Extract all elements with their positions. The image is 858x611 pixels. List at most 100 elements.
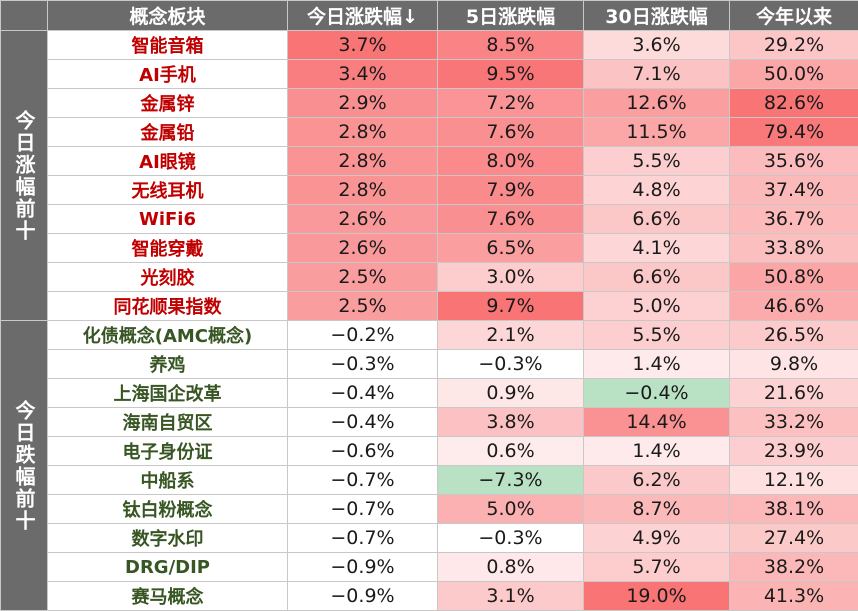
cell-sector-name[interactable]: 上海国企改革: [48, 379, 288, 408]
cell-5d-change[interactable]: 9.7%: [438, 292, 584, 321]
cell-ytd-change[interactable]: 33.2%: [730, 408, 858, 437]
cell-ytd-change[interactable]: 35.6%: [730, 147, 858, 176]
cell-5d-change[interactable]: 2.1%: [438, 321, 584, 350]
cell-ytd-change[interactable]: 79.4%: [730, 118, 858, 147]
cell-sector-name[interactable]: AI手机: [48, 60, 288, 89]
cell-30d-change[interactable]: 8.7%: [584, 495, 730, 524]
cell-5d-change[interactable]: 5.0%: [438, 495, 584, 524]
cell-ytd-change[interactable]: 38.2%: [730, 553, 858, 582]
cell-ytd-change[interactable]: 46.6%: [730, 292, 858, 321]
cell-ytd-change[interactable]: 37.4%: [730, 176, 858, 205]
cell-ytd-change[interactable]: 33.8%: [730, 234, 858, 263]
cell-today-change[interactable]: 2.6%: [288, 205, 438, 234]
cell-today-change[interactable]: 2.6%: [288, 234, 438, 263]
cell-ytd-change[interactable]: 50.0%: [730, 60, 858, 89]
cell-30d-change[interactable]: 6.2%: [584, 466, 730, 495]
cell-sector-name[interactable]: 无线耳机: [48, 176, 288, 205]
header-30d-change[interactable]: 30日涨跌幅: [584, 1, 730, 31]
cell-today-change[interactable]: 2.8%: [288, 176, 438, 205]
cell-5d-change[interactable]: 7.6%: [438, 205, 584, 234]
header-5d-change[interactable]: 5日涨跌幅: [438, 1, 584, 31]
cell-today-change[interactable]: −0.2%: [288, 321, 438, 350]
cell-today-change[interactable]: −0.7%: [288, 524, 438, 553]
cell-5d-change[interactable]: 0.8%: [438, 553, 584, 582]
cell-today-change[interactable]: −0.7%: [288, 495, 438, 524]
cell-today-change[interactable]: −0.4%: [288, 408, 438, 437]
cell-sector-name[interactable]: 金属铅: [48, 118, 288, 147]
cell-5d-change[interactable]: 7.9%: [438, 176, 584, 205]
cell-sector-name[interactable]: DRG/DIP: [48, 553, 288, 582]
cell-today-change[interactable]: 2.5%: [288, 263, 438, 292]
cell-5d-change[interactable]: 8.5%: [438, 31, 584, 60]
cell-5d-change[interactable]: 8.0%: [438, 147, 584, 176]
cell-sector-name[interactable]: 赛马概念: [48, 582, 288, 611]
cell-sector-name[interactable]: 同花顺果指数: [48, 292, 288, 321]
header-today-change[interactable]: 今日涨跌幅↓: [288, 1, 438, 31]
cell-30d-change[interactable]: 6.6%: [584, 205, 730, 234]
cell-30d-change[interactable]: 6.6%: [584, 263, 730, 292]
cell-5d-change[interactable]: −0.3%: [438, 524, 584, 553]
cell-ytd-change[interactable]: 29.2%: [730, 31, 858, 60]
cell-ytd-change[interactable]: 21.6%: [730, 379, 858, 408]
cell-ytd-change[interactable]: 23.9%: [730, 437, 858, 466]
cell-30d-change[interactable]: 4.8%: [584, 176, 730, 205]
cell-ytd-change[interactable]: 9.8%: [730, 350, 858, 379]
cell-5d-change[interactable]: 6.5%: [438, 234, 584, 263]
cell-30d-change[interactable]: 11.5%: [584, 118, 730, 147]
cell-sector-name[interactable]: 化债概念(AMC概念): [48, 321, 288, 350]
cell-ytd-change[interactable]: 26.5%: [730, 321, 858, 350]
header-sector[interactable]: 概念板块: [48, 1, 288, 31]
cell-ytd-change[interactable]: 38.1%: [730, 495, 858, 524]
cell-ytd-change[interactable]: 50.8%: [730, 263, 858, 292]
cell-30d-change[interactable]: 5.7%: [584, 553, 730, 582]
cell-30d-change[interactable]: 1.4%: [584, 437, 730, 466]
cell-30d-change[interactable]: 14.4%: [584, 408, 730, 437]
cell-sector-name[interactable]: 智能穿戴: [48, 234, 288, 263]
cell-ytd-change[interactable]: 82.6%: [730, 89, 858, 118]
cell-30d-change[interactable]: −0.4%: [584, 379, 730, 408]
cell-today-change[interactable]: −0.7%: [288, 466, 438, 495]
cell-5d-change[interactable]: −0.3%: [438, 350, 584, 379]
header-ytd-change[interactable]: 今年以来: [730, 1, 858, 31]
cell-30d-change[interactable]: 5.5%: [584, 147, 730, 176]
cell-ytd-change[interactable]: 27.4%: [730, 524, 858, 553]
cell-today-change[interactable]: 2.5%: [288, 292, 438, 321]
cell-sector-name[interactable]: 养鸡: [48, 350, 288, 379]
cell-30d-change[interactable]: 7.1%: [584, 60, 730, 89]
cell-sector-name[interactable]: AI眼镜: [48, 147, 288, 176]
cell-sector-name[interactable]: 光刻胶: [48, 263, 288, 292]
cell-sector-name[interactable]: 金属锌: [48, 89, 288, 118]
cell-30d-change[interactable]: 1.4%: [584, 350, 730, 379]
cell-5d-change[interactable]: 7.2%: [438, 89, 584, 118]
cell-today-change[interactable]: 2.8%: [288, 147, 438, 176]
cell-today-change[interactable]: −0.6%: [288, 437, 438, 466]
cell-5d-change[interactable]: 7.6%: [438, 118, 584, 147]
cell-today-change[interactable]: 3.4%: [288, 60, 438, 89]
cell-today-change[interactable]: 2.8%: [288, 118, 438, 147]
cell-30d-change[interactable]: 5.0%: [584, 292, 730, 321]
cell-5d-change[interactable]: −7.3%: [438, 466, 584, 495]
cell-today-change[interactable]: −0.9%: [288, 582, 438, 611]
cell-sector-name[interactable]: 智能音箱: [48, 31, 288, 60]
cell-5d-change[interactable]: 3.1%: [438, 582, 584, 611]
cell-30d-change[interactable]: 3.6%: [584, 31, 730, 60]
cell-ytd-change[interactable]: 41.3%: [730, 582, 858, 611]
cell-5d-change[interactable]: 9.5%: [438, 60, 584, 89]
cell-sector-name[interactable]: WiFi6: [48, 205, 288, 234]
cell-today-change[interactable]: 3.7%: [288, 31, 438, 60]
cell-sector-name[interactable]: 中船系: [48, 466, 288, 495]
cell-30d-change[interactable]: 5.5%: [584, 321, 730, 350]
cell-sector-name[interactable]: 数字水印: [48, 524, 288, 553]
cell-5d-change[interactable]: 3.8%: [438, 408, 584, 437]
cell-5d-change[interactable]: 3.0%: [438, 263, 584, 292]
cell-sector-name[interactable]: 钛白粉概念: [48, 495, 288, 524]
cell-30d-change[interactable]: 4.1%: [584, 234, 730, 263]
cell-5d-change[interactable]: 0.9%: [438, 379, 584, 408]
cell-30d-change[interactable]: 4.9%: [584, 524, 730, 553]
cell-30d-change[interactable]: 19.0%: [584, 582, 730, 611]
cell-ytd-change[interactable]: 36.7%: [730, 205, 858, 234]
cell-30d-change[interactable]: 12.6%: [584, 89, 730, 118]
cell-today-change[interactable]: −0.4%: [288, 379, 438, 408]
cell-today-change[interactable]: 2.9%: [288, 89, 438, 118]
cell-today-change[interactable]: −0.3%: [288, 350, 438, 379]
